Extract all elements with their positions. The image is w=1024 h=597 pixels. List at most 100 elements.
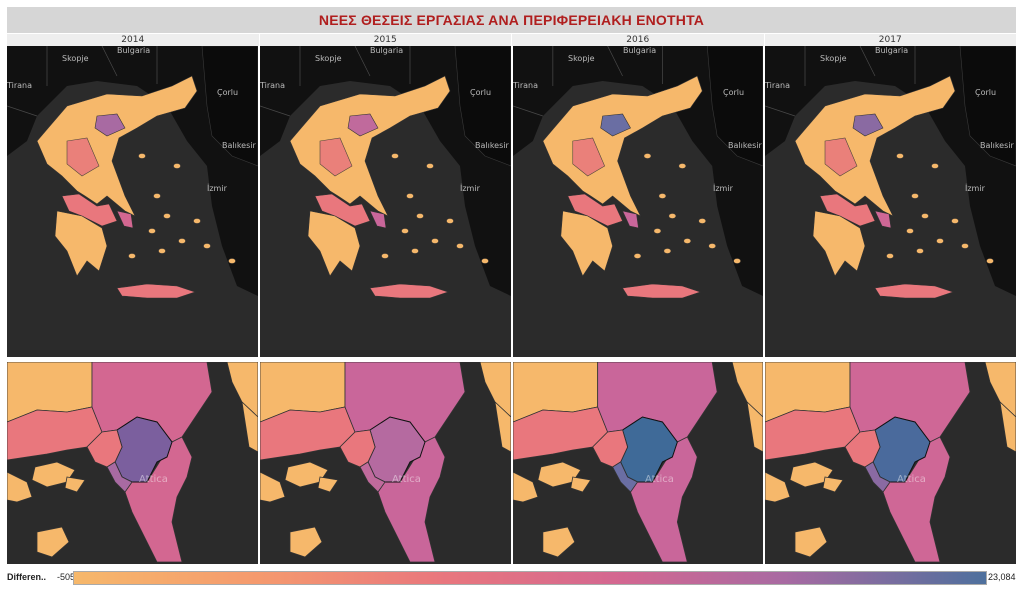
island (426, 163, 434, 169)
island (128, 253, 136, 259)
island (148, 228, 156, 234)
northern-greece-region (542, 75, 703, 217)
central-greece-region (819, 193, 876, 227)
central-greece-region (61, 193, 118, 227)
attica-region (369, 210, 387, 229)
map-label-tirana: Tirana (7, 81, 33, 90)
borders (7, 46, 158, 117)
island (896, 153, 904, 159)
attica-region (622, 210, 639, 229)
neighbour-land (7, 46, 258, 296)
page-title: ΝΕΕΣ ΘΕΣΕΙΣ ΕΡΓΑΣΙΑΣ ΑΝΑ ΠΕΡΙΦΕΡΕΙΑΚΗ ΕΝ… (318, 12, 705, 28)
attica-map-svg (765, 362, 1016, 563)
island (138, 153, 146, 159)
piraeus-region (612, 461, 639, 493)
borders (260, 46, 411, 117)
greece-map-2015[interactable]: Skopje Bulgaria Tirana Çorlu Balıkesir İzmir (260, 46, 511, 357)
island (203, 243, 211, 249)
island (416, 213, 424, 219)
island (668, 213, 677, 219)
map-label-attica: Attica (139, 474, 168, 485)
island (951, 218, 959, 224)
northern-greece-region (289, 75, 451, 217)
island (916, 248, 924, 254)
northern-greece-region (794, 75, 956, 217)
thessaly-region (319, 137, 353, 177)
legend-min: -505 (57, 572, 76, 582)
islands-region (36, 526, 70, 558)
map-label-balikesir: Balıkesir (475, 141, 509, 150)
island (663, 248, 672, 254)
island (936, 238, 944, 244)
piraeus-region (864, 461, 891, 493)
island (921, 213, 929, 219)
euboea-region (984, 362, 1016, 418)
map-label-tirana: Tirana (765, 81, 791, 90)
attica-map-2015[interactable]: Attica (260, 362, 511, 564)
island (193, 218, 201, 224)
turkey-land (706, 46, 763, 167)
island (481, 258, 489, 264)
thessaloniki-region (600, 113, 631, 137)
thessaly-region (66, 137, 100, 177)
borders (513, 46, 663, 117)
map-label-balikesir: Balıkesir (980, 141, 1014, 150)
crete-island (116, 283, 196, 299)
map-label-skopje: Skopje (315, 54, 342, 63)
map-label-skopje: Skopje (820, 54, 847, 63)
central-greece-region (567, 193, 623, 227)
islands-region (542, 526, 576, 558)
euboea-south-region (746, 400, 763, 453)
attica-map-2014[interactable]: Attica (7, 362, 258, 564)
island (401, 228, 409, 234)
euboea-south-region (241, 400, 258, 453)
map-label-balikesir: Balıkesir (222, 141, 256, 150)
map-label-izmir: İzmir (965, 184, 985, 193)
island (446, 218, 454, 224)
map-label-attica: Attica (645, 474, 674, 485)
island (153, 193, 161, 199)
turkey-land (201, 46, 258, 167)
island (643, 153, 652, 159)
map-label-tirana: Tirana (260, 81, 286, 90)
island (431, 238, 439, 244)
neighbour-land (260, 46, 511, 296)
corinthia-region (260, 471, 286, 503)
year-header-row: 2014 2015 2016 2017 (7, 34, 1016, 46)
corinthia-region (765, 471, 791, 503)
island (733, 258, 741, 264)
map-label-corlu: Çorlu (217, 88, 239, 97)
euboea-south-region (999, 400, 1016, 453)
map-label-izmir: İzmir (713, 184, 733, 193)
attica-map-svg (260, 362, 511, 563)
legend-label: Differen.. (7, 572, 47, 582)
neighbour-land (765, 46, 1016, 296)
map-label-izmir: İzmir (460, 184, 480, 193)
thessaloniki-region (347, 113, 379, 137)
map-label-bulgaria: Bulgaria (875, 46, 909, 55)
borders (765, 46, 916, 117)
greece-map-2016[interactable]: Skopje Bulgaria Tirana Çorlu Balıkesir İzmir (513, 46, 763, 357)
title-bar: ΝΕΕΣ ΘΕΣΕΙΣ ΕΡΓΑΣΙΑΣ ΑΝΑ ΠΕΡΙΦΕΡΕΙΑΚΗ ΕΝ… (7, 7, 1016, 33)
islands-region (794, 526, 828, 558)
island (163, 213, 171, 219)
northern-greece-region (36, 75, 198, 217)
peloponnese-region (307, 210, 361, 277)
greece-map-2014[interactable]: Skopje Bulgaria Tirana Çorlu Balıkesir İzmir (7, 46, 258, 357)
piraeus-region (359, 461, 386, 493)
aegina-region (570, 476, 592, 493)
map-label-bulgaria: Bulgaria (623, 46, 657, 55)
island (986, 258, 994, 264)
attica-map-2016[interactable]: Attica (513, 362, 763, 564)
peloponnese-region (812, 210, 866, 277)
euboea-south-region (494, 400, 511, 453)
greece-map-2017[interactable]: Skopje Bulgaria Tirana Çorlu Balıkesir İzmir (765, 46, 1016, 357)
euboea-region (226, 362, 258, 418)
year-header-2017: 2017 (764, 34, 1016, 46)
attica-map-2017[interactable]: Attica (765, 362, 1016, 564)
island (911, 193, 919, 199)
island (653, 228, 662, 234)
island (906, 228, 914, 234)
attica-region (116, 210, 134, 229)
island (411, 248, 419, 254)
